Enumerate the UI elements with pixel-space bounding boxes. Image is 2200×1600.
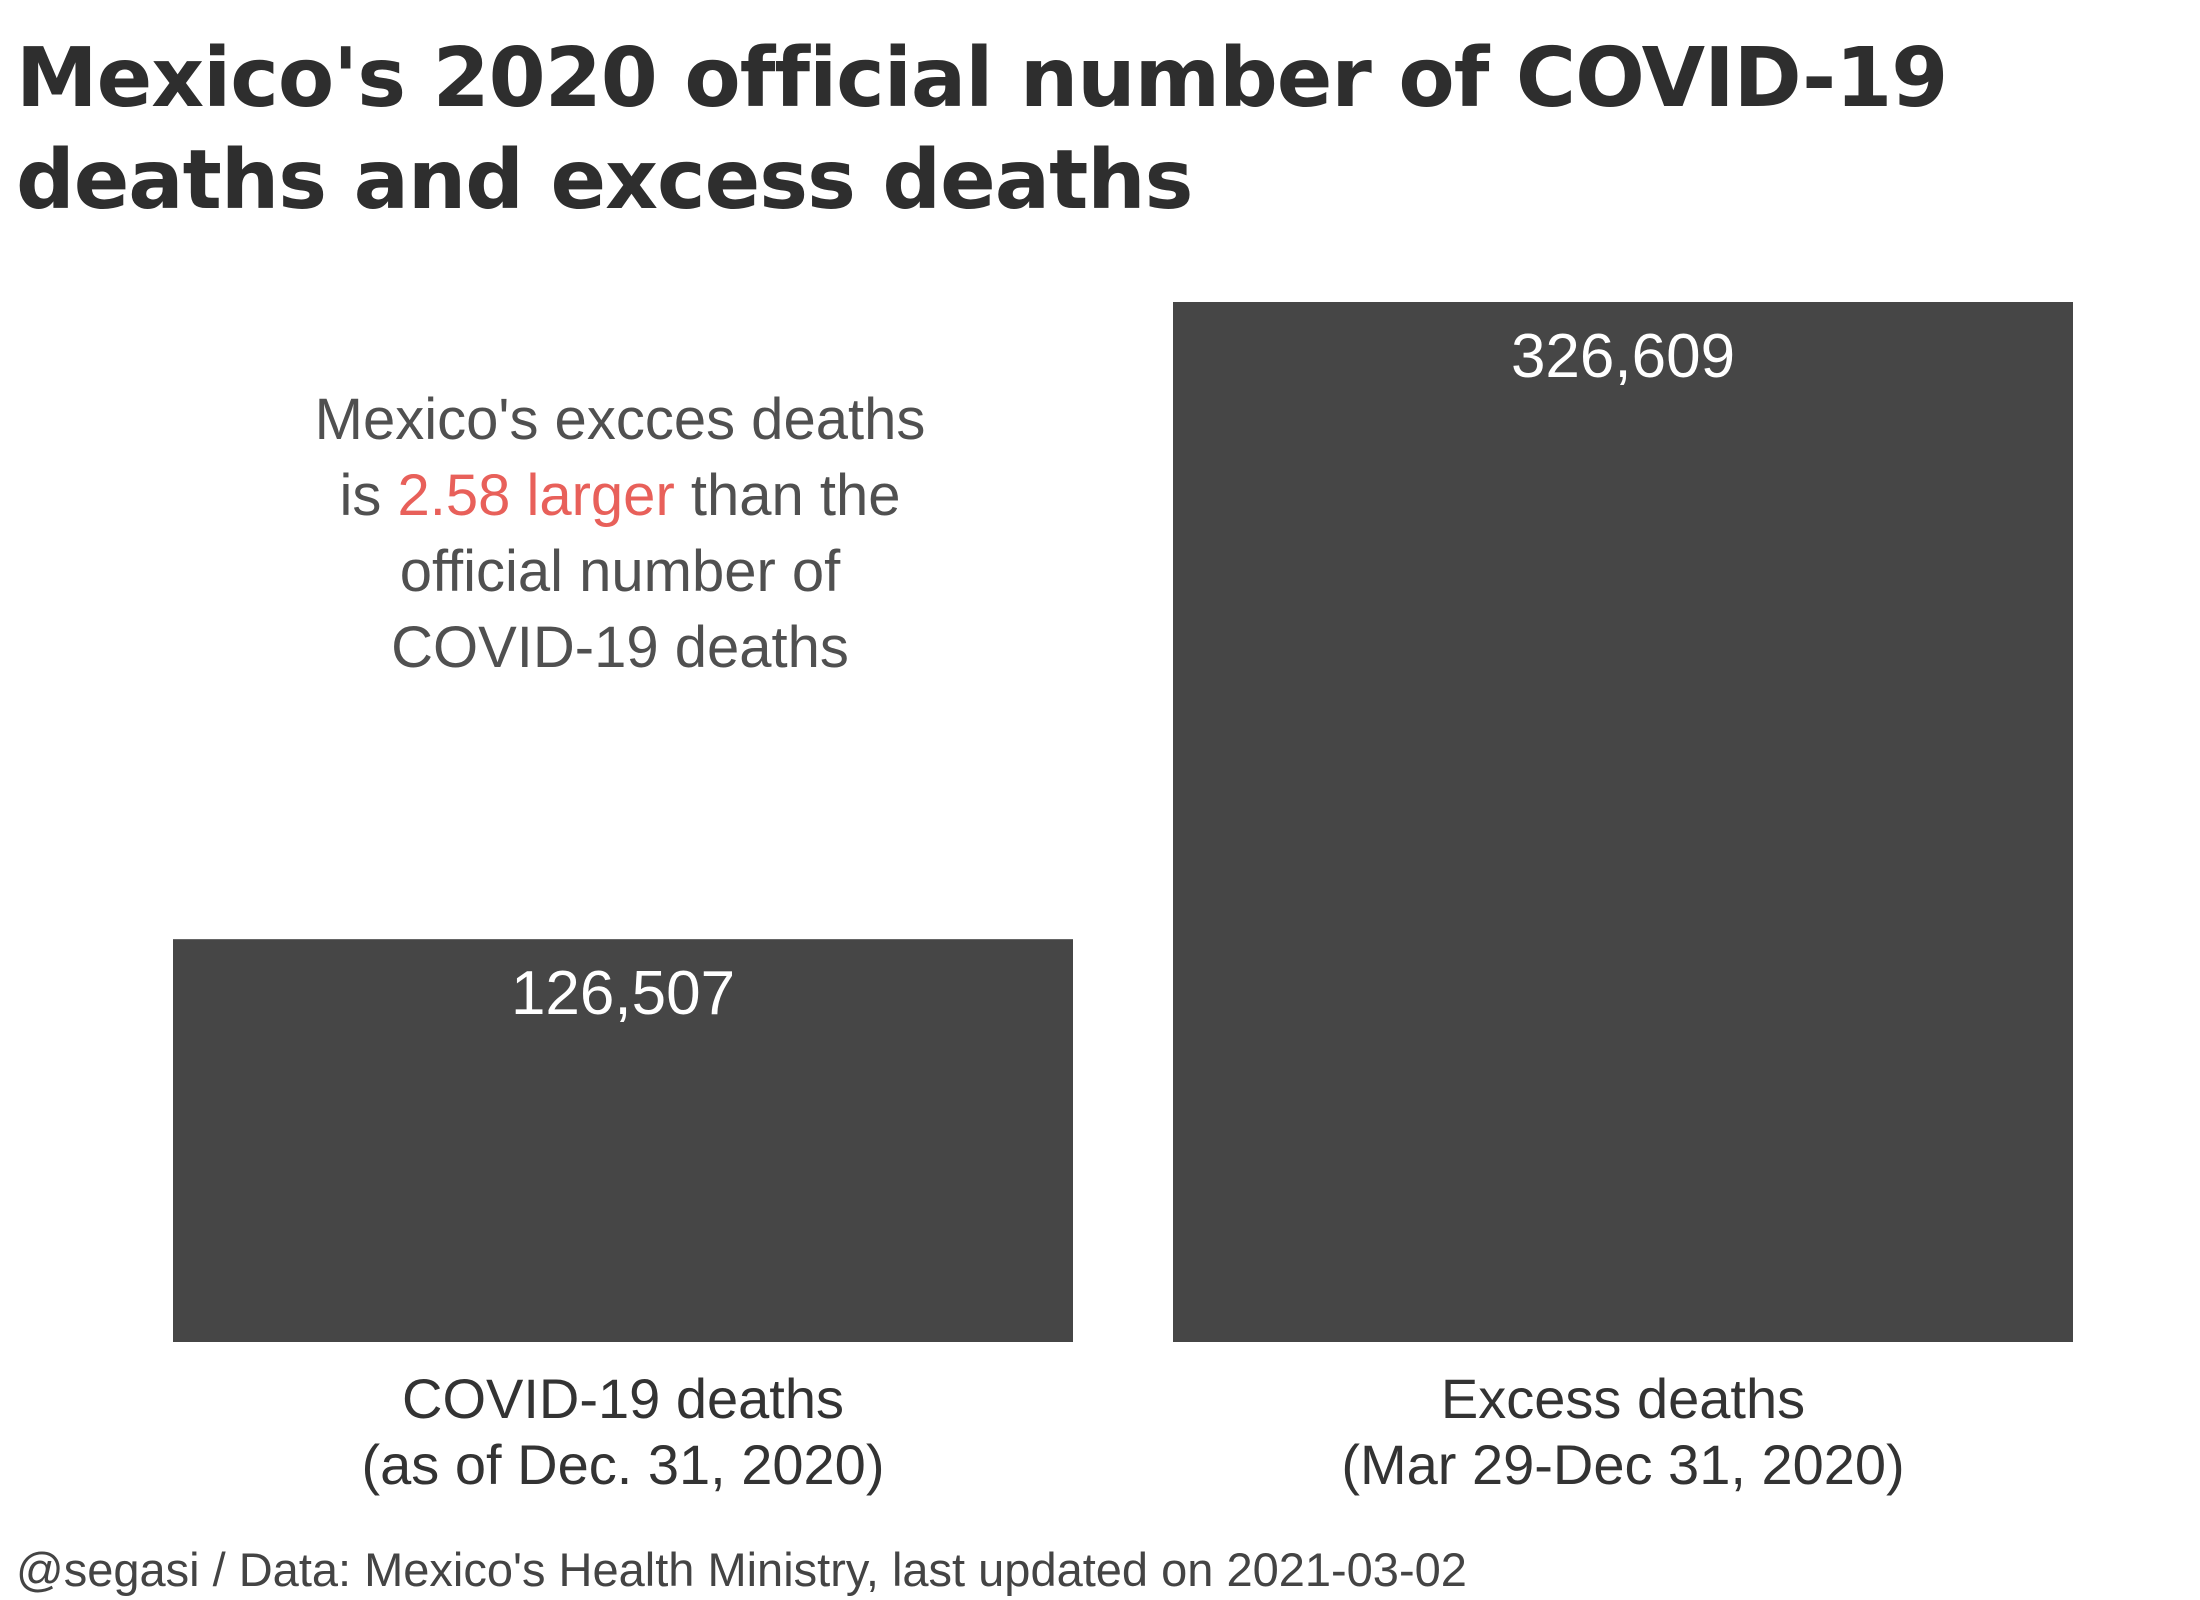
annotation-line-2-post: than the <box>674 463 901 528</box>
annotation-line-2: is 2.58 larger than the <box>170 458 1070 534</box>
bar-1 <box>173 939 1073 1342</box>
annotation-line-2-pre: is <box>339 463 398 528</box>
bar-value-label-1: 126,507 <box>511 959 735 1028</box>
bar-value-label-2: 326,609 <box>1511 322 1735 391</box>
annotation-highlight: 2.58 larger <box>397 463 675 528</box>
category-label-2-line-2: (Mar 29-Dec 31, 2020) <box>1341 1433 1904 1496</box>
chart-annotation: Mexico's excces deaths is 2.58 larger th… <box>170 382 1070 686</box>
category-label-1-line-1: COVID-19 deaths <box>402 1367 844 1430</box>
source-caption: @segasi / Data: Mexico's Health Ministry… <box>16 1543 1467 1596</box>
annotation-line-4: COVID-19 deaths <box>391 615 849 680</box>
category-label-2-line-1: Excess deaths <box>1441 1367 1805 1430</box>
annotation-line-1: Mexico's excces deaths <box>314 387 926 452</box>
category-label-1-line-2: (as of Dec. 31, 2020) <box>362 1433 885 1496</box>
bar-2 <box>1173 302 2073 1342</box>
chart-title: Mexico's 2020 official number of COVID-1… <box>16 31 1948 228</box>
annotation-line-3: official number of <box>399 539 841 604</box>
